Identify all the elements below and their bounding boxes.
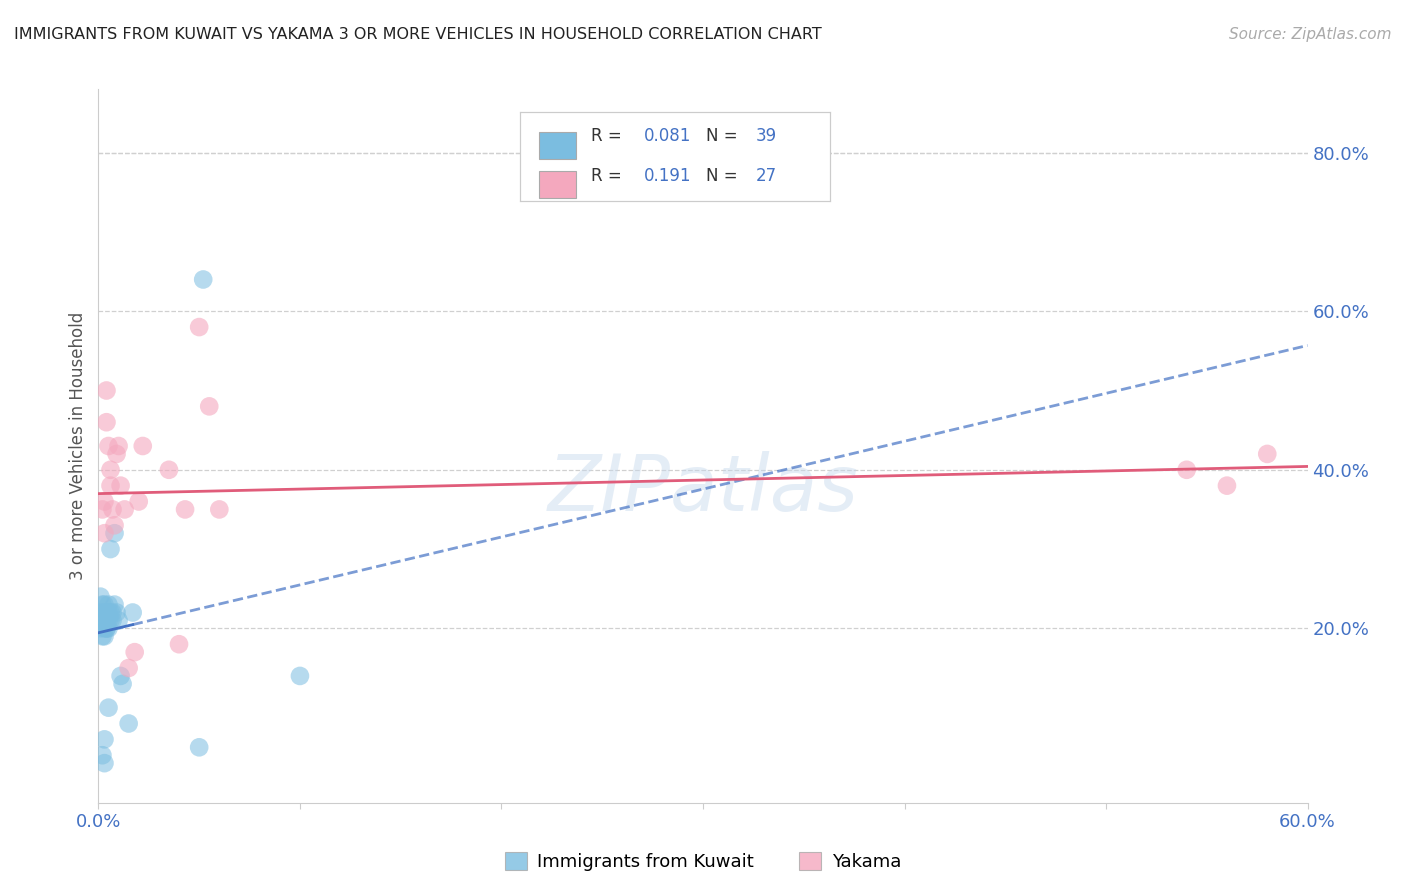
Point — [118, 716, 141, 731]
Point — [96, 606, 118, 620]
Point — [157, 463, 180, 477]
Point — [97, 700, 120, 714]
Point — [105, 606, 128, 620]
Point — [124, 645, 146, 659]
Point — [111, 677, 134, 691]
Point — [107, 439, 129, 453]
FancyBboxPatch shape — [538, 171, 576, 198]
Point — [93, 629, 115, 643]
Point — [110, 478, 132, 492]
Point — [96, 384, 118, 398]
Point — [93, 526, 115, 541]
Point — [93, 621, 115, 635]
Point — [89, 621, 111, 635]
Point — [103, 518, 125, 533]
Point — [96, 621, 118, 635]
Point — [93, 494, 115, 508]
Point — [97, 621, 120, 635]
Point — [110, 669, 132, 683]
Point — [1216, 478, 1239, 492]
Point — [93, 598, 115, 612]
Text: 0.081: 0.081 — [644, 128, 692, 145]
Text: 39: 39 — [755, 128, 776, 145]
Legend: Immigrants from Kuwait, Yakama: Immigrants from Kuwait, Yakama — [498, 845, 908, 879]
Point — [100, 542, 122, 557]
Point — [97, 598, 120, 612]
Point — [100, 478, 122, 492]
Text: R =: R = — [592, 128, 627, 145]
Point — [105, 447, 128, 461]
Text: IMMIGRANTS FROM KUWAIT VS YAKAMA 3 OR MORE VEHICLES IN HOUSEHOLD CORRELATION CHA: IMMIGRANTS FROM KUWAIT VS YAKAMA 3 OR MO… — [14, 27, 823, 42]
Point — [107, 614, 129, 628]
Point — [103, 526, 125, 541]
Point — [132, 439, 155, 453]
Point — [1256, 447, 1278, 461]
Point — [96, 415, 118, 429]
Point — [89, 590, 111, 604]
Text: ZIPatlas: ZIPatlas — [547, 450, 859, 527]
Point — [101, 614, 124, 628]
Point — [93, 614, 115, 628]
Point — [188, 740, 211, 755]
Point — [121, 606, 143, 620]
Point — [91, 598, 114, 612]
Point — [93, 732, 115, 747]
Point — [198, 400, 221, 414]
Point — [91, 748, 114, 763]
Point — [1175, 463, 1198, 477]
Point — [208, 502, 231, 516]
Point — [96, 606, 118, 620]
Point — [97, 439, 120, 453]
Text: N =: N = — [706, 167, 742, 185]
Point — [97, 606, 120, 620]
Point — [96, 614, 118, 628]
Point — [100, 606, 122, 620]
Text: Source: ZipAtlas.com: Source: ZipAtlas.com — [1229, 27, 1392, 42]
Text: R =: R = — [592, 167, 627, 185]
Y-axis label: 3 or more Vehicles in Household: 3 or more Vehicles in Household — [69, 312, 87, 580]
Point — [128, 494, 150, 508]
Point — [91, 614, 114, 628]
Point — [114, 502, 136, 516]
Point — [91, 629, 114, 643]
Point — [89, 606, 111, 620]
Point — [193, 272, 215, 286]
Point — [167, 637, 190, 651]
Point — [91, 502, 114, 516]
Point — [93, 756, 115, 771]
Text: N =: N = — [706, 128, 742, 145]
Point — [101, 502, 124, 516]
Point — [188, 320, 211, 334]
Point — [101, 606, 124, 620]
Text: 27: 27 — [755, 167, 776, 185]
Point — [103, 598, 125, 612]
Point — [97, 614, 120, 628]
Point — [96, 621, 118, 635]
Text: 0.191: 0.191 — [644, 167, 692, 185]
Point — [93, 606, 115, 620]
Point — [100, 463, 122, 477]
Point — [288, 669, 311, 683]
Point — [100, 614, 122, 628]
Point — [118, 661, 141, 675]
FancyBboxPatch shape — [538, 132, 576, 159]
Point — [174, 502, 197, 516]
